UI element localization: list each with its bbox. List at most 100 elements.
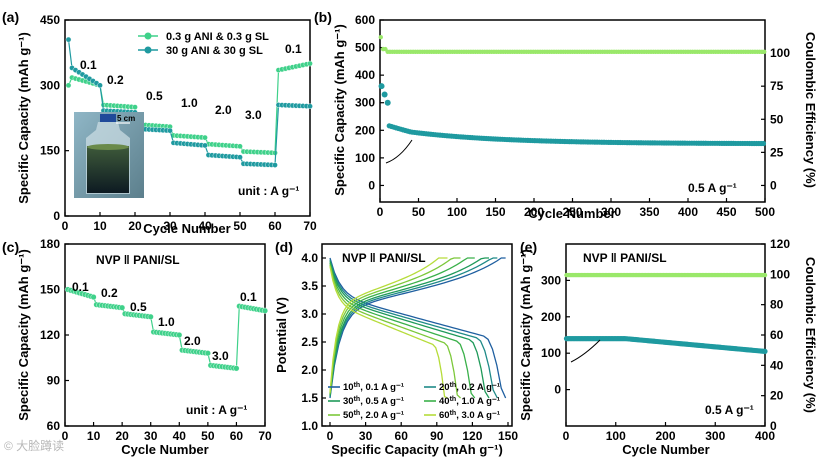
b-xtick-label-6: 300 bbox=[601, 205, 621, 219]
a-point-0-59 bbox=[272, 150, 278, 156]
b-y2tick-label-2: 50 bbox=[770, 112, 784, 126]
rate-annot-a-1: 0.1 bbox=[80, 58, 97, 72]
panel-b-yticks: 0 100 200 300 400 500 600 bbox=[355, 13, 384, 192]
b-xtick-label-7: 350 bbox=[639, 205, 659, 219]
b-cap-init-2 bbox=[384, 99, 391, 106]
d-charge-curve-5 bbox=[329, 257, 448, 393]
c-xtick-label-6: 60 bbox=[230, 429, 244, 443]
rate-annot-c-5: 2.0 bbox=[184, 334, 201, 348]
panel-e-title: NVP ‖ PANI/SL bbox=[583, 251, 667, 265]
rate-annot-a-7: 0.1 bbox=[285, 42, 302, 56]
c-point-9 bbox=[90, 294, 97, 301]
panel-b-series bbox=[378, 35, 767, 147]
panel-d-ylabel: Potential (V) bbox=[274, 297, 289, 373]
panel-d-xticks: 0 30 60 90 120 150 bbox=[327, 422, 518, 443]
panel-e-series bbox=[563, 272, 768, 354]
panel-a-frame bbox=[64, 19, 311, 217]
panel-c-label: (c) bbox=[2, 239, 19, 255]
panel-a-label: (a) bbox=[2, 9, 19, 25]
panel-b: (b) 0 50 100 150 200 250 300 350 400 450 500 01002… bbox=[314, 9, 818, 221]
a-point-0-69 bbox=[307, 60, 313, 67]
bottle-photo: 5 cm bbox=[74, 112, 144, 198]
a-xtick-label-7: 70 bbox=[303, 219, 317, 233]
panel-a-yticks: 0 150 300 450 bbox=[40, 13, 69, 223]
scale-bar-label: 5 cm bbox=[117, 114, 136, 123]
rate-annot-a-6: 3.0 bbox=[245, 108, 262, 122]
rate-annot-c-6: 3.0 bbox=[212, 349, 229, 363]
panel-a-ylabel: Specific Capacity (mAh g⁻¹) bbox=[16, 32, 31, 204]
a-xtick-label-6: 60 bbox=[268, 219, 282, 233]
d-discharge-curve-5 bbox=[329, 266, 448, 399]
d-ytick-label-4: 3.0 bbox=[301, 307, 318, 321]
d-ytick-label-5: 3.5 bbox=[301, 279, 318, 293]
b-xtick-label-1: 50 bbox=[412, 205, 426, 219]
d-legend-label-1: 20th, 0.2 A g⁻¹ bbox=[439, 382, 500, 394]
panel-e-frame bbox=[565, 243, 766, 427]
e-ytick-label-1: 100 bbox=[541, 346, 561, 360]
a-point-0-49 bbox=[237, 143, 243, 150]
c-ytick-label-1: 90 bbox=[47, 374, 61, 388]
b-xtick-label-4: 200 bbox=[524, 205, 544, 219]
c-point-69 bbox=[262, 307, 269, 314]
panel-c-series bbox=[64, 286, 269, 372]
panel-e: (e) 0 100 200 300 400 0 100 200 300 0 20 40 60 80 10… bbox=[518, 237, 818, 457]
e-y2tick-label-6: 120 bbox=[770, 237, 790, 251]
panel-b-frame bbox=[379, 19, 766, 203]
b-xtick-label-10: 500 bbox=[755, 205, 775, 219]
b-ce-point-1 bbox=[378, 35, 383, 40]
e-xtick-label-1: 100 bbox=[606, 429, 626, 443]
a-ytick-label-3: 450 bbox=[40, 13, 60, 27]
d-xtick-label-1: 30 bbox=[359, 429, 373, 443]
a-xtick-label-2: 20 bbox=[128, 219, 142, 233]
panel-a-legend: 0.3 g ANI & 0.3 g SL 30 g ANI & 30 g SL bbox=[138, 31, 269, 57]
c-xtick-label-2: 20 bbox=[115, 429, 129, 443]
panel-d-frame bbox=[321, 243, 513, 427]
d-ytick-label-0: 1.0 bbox=[301, 419, 318, 433]
panel-b-ylabel: Specific Capacity (mAh g⁻¹) bbox=[332, 24, 347, 196]
e-ce-point-400 bbox=[762, 272, 768, 278]
panel-d-legend: 10th, 0.1 A g⁻¹ 20th, 0.2 A g⁻¹ 30th, 0.5 … bbox=[328, 382, 500, 421]
e-y2tick-label-1: 20 bbox=[770, 389, 784, 403]
d-legend-label-2: 30th, 0.5 A g⁻¹ bbox=[343, 396, 404, 408]
c-ytick-label-2: 120 bbox=[40, 328, 60, 342]
d-xtick-label-5: 150 bbox=[498, 429, 518, 443]
d-ytick-label-1: 1.5 bbox=[301, 391, 318, 405]
d-ytick-label-3: 2.5 bbox=[301, 335, 318, 349]
d-xtick-label-3: 90 bbox=[430, 429, 444, 443]
c-ytick-label-3: 150 bbox=[40, 283, 60, 297]
e-ytick-label-2: 200 bbox=[541, 310, 561, 324]
rate-annot-a-3: 0.5 bbox=[146, 89, 163, 103]
d-xtick-label-0: 0 bbox=[327, 429, 334, 443]
a-ytick-label-0: 0 bbox=[53, 209, 60, 223]
rate-annot-c-2: 0.2 bbox=[101, 286, 118, 300]
b-xtick-label-8: 400 bbox=[678, 205, 698, 219]
panel-e-xlabel: Cycle Number bbox=[622, 442, 709, 457]
c-point-59 bbox=[233, 365, 240, 372]
a-xtick-label-5: 50 bbox=[233, 219, 247, 233]
panel-a-xticks: 0 10 20 30 40 50 60 70 bbox=[62, 212, 317, 233]
panel-d-series bbox=[329, 257, 507, 399]
a-point-0-19 bbox=[132, 104, 138, 110]
e-y2tick-label-2: 40 bbox=[770, 358, 784, 372]
b-ytick-label-1: 100 bbox=[355, 151, 375, 165]
e-y2tick-label-0: 0 bbox=[770, 419, 777, 433]
panel-b-rate-annot: 0.5 A g⁻¹ bbox=[688, 181, 737, 195]
a-xtick-label-0: 0 bbox=[62, 219, 69, 233]
panel-b-arrow bbox=[385, 139, 413, 164]
panel-c: (c) 0 10 20 30 40 50 60 70 60 90 120 150 180 Cycle … bbox=[2, 237, 272, 457]
d-legend-label-0: 10th, 0.1 A g⁻¹ bbox=[343, 382, 404, 394]
a-xtick-label-1: 10 bbox=[93, 219, 107, 233]
legend-marker-light bbox=[144, 32, 152, 40]
e-xtick-label-0: 0 bbox=[563, 429, 570, 443]
panel-d-label: (d) bbox=[275, 239, 293, 255]
d-ytick-label-2: 2.0 bbox=[301, 363, 318, 377]
panel-a: (a) 0 10 20 30 40 50 60 70 0 150 300 450 Cycle Num… bbox=[2, 9, 317, 236]
e-xtick-label-3: 300 bbox=[705, 429, 725, 443]
panel-e-arrow bbox=[570, 339, 601, 363]
a-point-1-0 bbox=[65, 36, 72, 43]
b-cap-point-498 bbox=[760, 140, 767, 147]
b-ytick-label-6: 600 bbox=[355, 13, 375, 27]
c-xtick-label-0: 0 bbox=[62, 429, 69, 443]
e-ytick-label-0: 0 bbox=[554, 383, 561, 397]
d-charge-curve-2 bbox=[329, 257, 490, 396]
